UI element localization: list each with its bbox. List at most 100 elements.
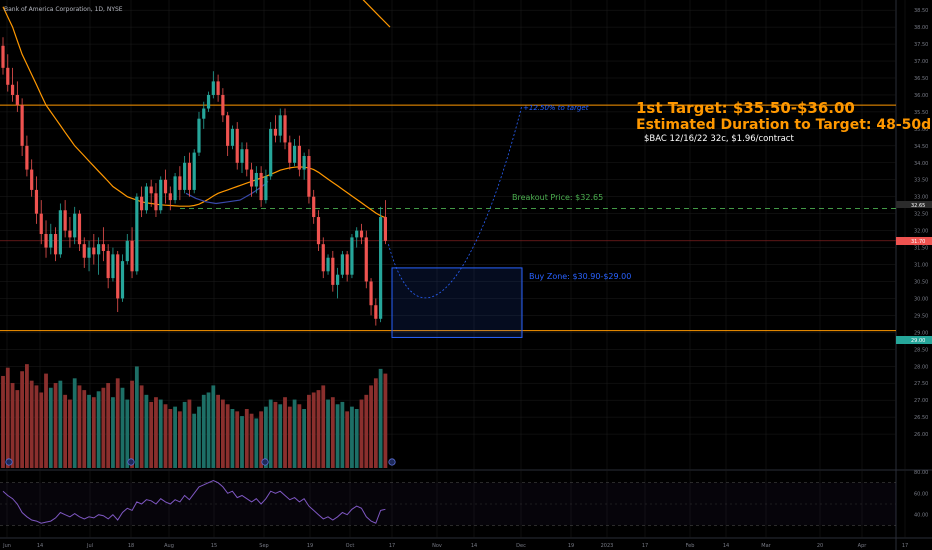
volume-bar	[77, 385, 82, 468]
rsi-tick-label: 80.00	[914, 470, 928, 476]
volume-bar	[292, 399, 297, 468]
candle-body	[240, 149, 244, 163]
candle-body	[321, 244, 325, 272]
event-marker-icon[interactable]	[261, 458, 269, 466]
candle-body	[249, 169, 254, 187]
price-tick-label: 27.00	[914, 398, 928, 404]
candle	[125, 234, 129, 265]
event-marker-icon[interactable]	[388, 458, 396, 466]
candle-body	[58, 210, 62, 255]
volume-bar	[264, 406, 268, 468]
candle-body	[221, 94, 225, 116]
candle-body	[173, 176, 177, 201]
candle-body	[44, 234, 48, 248]
time-tick-label: 17	[902, 543, 908, 549]
volume-bar	[330, 397, 335, 468]
event-marker-icon[interactable]	[5, 458, 13, 466]
candle	[345, 250, 349, 282]
candle-body	[197, 118, 201, 153]
volume-bar	[321, 385, 326, 468]
time-tick-label: 2023	[601, 543, 614, 549]
price-tick-label: 29.50	[914, 313, 928, 319]
time-tick-label: Nov	[432, 543, 442, 549]
candle-body	[149, 186, 153, 194]
candle	[240, 142, 244, 173]
volume-bar	[68, 399, 72, 468]
rsi-line	[2, 479, 386, 524]
time-tick-label: 18	[128, 543, 134, 549]
volume-bar	[345, 411, 350, 468]
candle	[163, 169, 168, 204]
event-marker-icon[interactable]	[127, 458, 135, 466]
candle-body	[283, 115, 287, 143]
volume-bar	[197, 406, 201, 468]
volume-bar	[302, 409, 307, 468]
volume-bar	[287, 406, 292, 468]
candle-body	[359, 230, 364, 238]
price-tag-last: 31.70	[896, 237, 932, 245]
candle	[283, 108, 287, 150]
candle	[259, 166, 263, 207]
price-tick-label: 35.50	[914, 110, 928, 116]
candle	[178, 166, 182, 201]
volume-bar	[335, 404, 340, 468]
candle	[336, 267, 340, 299]
volume-bar	[82, 390, 87, 468]
candle	[254, 166, 258, 194]
volume-bar	[244, 409, 249, 468]
time-tick-label: 19	[568, 543, 574, 549]
volume-bar	[354, 409, 359, 468]
volume-bar	[139, 385, 144, 468]
candle	[202, 101, 206, 129]
time-axis[interactable]: Jun 14 Jul 18 Aug 15 Sep 19 Oct 17 Nov 14 Dec 19 2023 1…	[2, 543, 908, 549]
volume-bar	[96, 391, 101, 468]
price-tick-label: 33.50	[914, 178, 928, 184]
volume-bar	[192, 413, 197, 468]
candle-body	[383, 217, 387, 241]
candle	[221, 88, 225, 123]
volume-bar	[259, 411, 264, 468]
duration-annotation: Estimated Duration to Target: 48-50d	[636, 117, 931, 133]
candle-body	[125, 240, 129, 262]
target-pct-label: +12.50% to target	[523, 104, 589, 112]
volume-bar	[1, 375, 5, 468]
volume-bar	[173, 406, 177, 468]
candle	[264, 169, 268, 204]
candle	[135, 193, 139, 275]
candle-body	[106, 250, 110, 279]
candle	[49, 223, 53, 255]
candle-body	[97, 244, 101, 255]
candle-body	[15, 94, 19, 106]
candle-body	[49, 234, 53, 248]
price-pane[interactable]	[0, 0, 896, 338]
buy-zone-box[interactable]	[391, 267, 523, 338]
time-tick-label: 20	[817, 543, 823, 549]
candle	[77, 210, 82, 251]
candle-body	[264, 176, 268, 201]
time-tick-label: 17	[642, 543, 648, 549]
candle-body	[230, 128, 235, 146]
price-axis[interactable]: 26.00 26.50 27.00 27.50 28.00 28.50 29.00 29.50…	[914, 8, 928, 518]
candle-body	[87, 247, 91, 258]
candle-body	[259, 172, 263, 201]
volume-bar	[254, 418, 259, 468]
candle	[149, 179, 153, 207]
candle-body	[235, 128, 239, 163]
price-tick-label: 36.00	[914, 93, 928, 99]
candle-body	[92, 247, 96, 255]
volume-bar	[369, 385, 373, 468]
candle	[307, 149, 311, 204]
candle	[192, 149, 196, 194]
candle	[183, 156, 187, 194]
candle-body	[130, 240, 134, 272]
time-tick-label: 19	[307, 543, 313, 549]
volume-bar	[311, 392, 316, 468]
candle	[374, 298, 378, 326]
candle-body	[206, 94, 211, 109]
candle-body	[302, 156, 306, 170]
price-tick-label: 34.00	[914, 161, 928, 167]
volume-bar	[268, 399, 273, 468]
candle	[230, 125, 235, 150]
volume-bar	[216, 394, 220, 468]
